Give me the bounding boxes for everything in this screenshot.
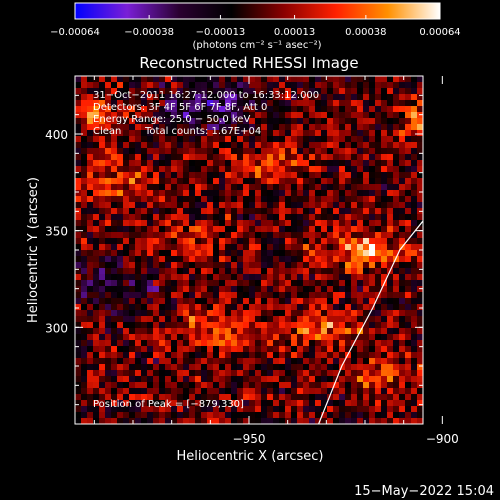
- x-axis-label: Heliocentric X (arcsec): [177, 449, 324, 464]
- annotation-total-counts: Total counts: 1.67E+04: [144, 126, 261, 137]
- peak-position-label: Position of Peak = [−879,330]: [93, 399, 244, 410]
- colorbar-tick-label: 0.00038: [345, 27, 386, 38]
- colorbar-tick-label: 0.00013: [274, 27, 315, 38]
- x-tick-label: −900: [426, 432, 459, 446]
- y-axis-label: Heliocentric Y (arcsec): [26, 177, 41, 323]
- y-axis-ticks: 300 350 400: [45, 75, 423, 425]
- heatmap-image: [75, 76, 423, 424]
- x-tick-label: −950: [233, 432, 266, 446]
- annotation-clean: Clean: [93, 126, 121, 137]
- colorbar-ticks: −0.00064 −0.00038 −0.00013 0.00013 0.00038 0.…: [50, 15, 461, 38]
- colorbar-tick-label: −0.00038: [124, 27, 174, 38]
- colorbar-tick-label: 0.00064: [419, 27, 460, 38]
- colorbar-tick-label: −0.00064: [50, 27, 100, 38]
- x-axis-ticks: −950−900−850: [93, 76, 459, 446]
- annotation-energy-range: Energy Range: 25.0 − 50.0 keV: [93, 114, 250, 125]
- colorbar: [74, 2, 441, 20]
- y-tick-label: 350: [45, 225, 68, 239]
- footer-date: 15−May−2022 15:04: [354, 484, 494, 499]
- annotation-time-range: 31−Oct−2011 16:27:12.000 to 16:33:12.000: [93, 90, 319, 101]
- y-tick-label: 400: [45, 128, 68, 142]
- colorbar-tick-label: −0.00013: [196, 27, 246, 38]
- chart-title: Reconstructed RHESSI Image: [139, 54, 358, 72]
- colorbar-unit-label: (photons cm⁻² s⁻¹ asec⁻²): [192, 40, 321, 51]
- y-tick-label: 300: [45, 321, 68, 335]
- solar-limb-line: [318, 220, 423, 424]
- annotation-detectors: Detectors: 3F 4F 5F 6F 7F 8F, Att 0: [93, 102, 267, 113]
